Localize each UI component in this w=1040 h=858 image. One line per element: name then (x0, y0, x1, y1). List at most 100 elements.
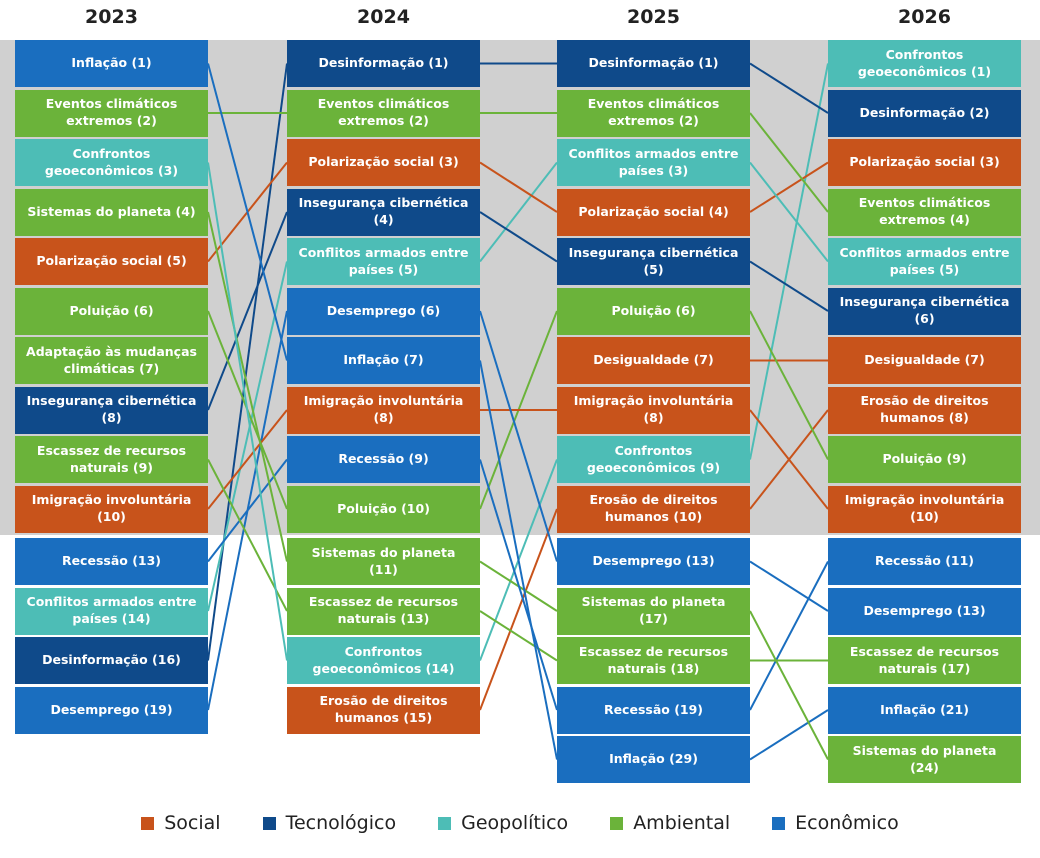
risk-box: Eventos climáticos extremos (2) (557, 89, 750, 137)
risk-box: Desinformação (1) (287, 40, 480, 87)
risk-box: Conflitos armados entre países (5) (828, 238, 1021, 285)
risk-box: Sistemas do planeta (11) (287, 538, 480, 585)
risk-box: Poluição (10) (287, 485, 480, 533)
risk-box: Erosão de direitos humanos (8) (828, 386, 1021, 434)
risk-box: Confrontos geoeconômicos (14) (287, 637, 480, 684)
connector (207, 409, 288, 510)
legend-item: Econômico (772, 812, 899, 834)
risk-box: Insegurança cibernética (8) (15, 386, 208, 434)
connector (207, 261, 288, 612)
risk-box: Poluição (6) (15, 287, 208, 335)
legend-item: Social (141, 812, 221, 834)
risk-box: Adaptação às mudanças climáticas (7) (15, 337, 208, 384)
connector (479, 459, 558, 711)
risk-box: Insegurança cibernética (6) (828, 287, 1021, 335)
connector (749, 62, 829, 114)
risk-box: Recessão (9) (287, 436, 480, 483)
legend-item: Ambiental (610, 812, 730, 834)
connector (749, 560, 829, 612)
risk-box: Desemprego (6) (287, 287, 480, 335)
risk-box: Inflação (7) (287, 337, 480, 384)
year-label: 2026 (898, 6, 951, 28)
risk-box: Conflitos armados entre países (3) (557, 139, 750, 186)
legend-swatch (262, 816, 276, 830)
risk-box: Inflação (21) (828, 686, 1021, 734)
connector (479, 310, 558, 562)
risk-box: Desinformação (1) (557, 40, 750, 87)
legend-swatch (772, 816, 786, 830)
risk-box: Escassez de recursos naturais (9) (15, 436, 208, 483)
risk-box: Polarização social (4) (557, 188, 750, 236)
risk-box: Recessão (13) (15, 538, 208, 585)
connector (749, 161, 829, 263)
risk-box: Erosão de direitos humanos (15) (287, 686, 480, 734)
risk-box: Confrontos geoeconômicos (1) (828, 40, 1021, 87)
risk-box: Polarização social (3) (828, 139, 1021, 186)
risk-box: Inflação (1) (15, 40, 208, 87)
risk-box: Eventos climáticos extremos (2) (15, 89, 208, 137)
risk-box: Desigualdade (7) (828, 337, 1021, 384)
connector (207, 211, 288, 562)
risk-box: Conflitos armados entre países (14) (15, 587, 208, 635)
risk-box: Polarização social (3) (287, 139, 480, 186)
risk-box: Insegurança cibernética (5) (557, 238, 750, 285)
risk-box: Eventos climáticos extremos (4) (828, 188, 1021, 236)
connector (749, 709, 829, 761)
connector (207, 63, 288, 661)
connector (749, 610, 829, 760)
legend-label: Social (164, 812, 221, 834)
connector (479, 161, 558, 263)
risk-box: Sistemas do planeta (4) (15, 188, 208, 236)
connector (479, 161, 558, 213)
risk-box: Desinformação (16) (15, 637, 208, 684)
risk-box: Poluição (6) (557, 287, 750, 335)
legend-item: Geopolítico (438, 812, 568, 834)
connector (207, 63, 288, 361)
connector (749, 561, 829, 711)
risk-box: Desemprego (13) (828, 587, 1021, 635)
risk-box: Sistemas do planeta (24) (828, 736, 1021, 783)
risk-box: Imigração involuntária (10) (15, 485, 208, 533)
risk-box: Escassez de recursos naturais (13) (287, 587, 480, 635)
connector (479, 508, 558, 711)
legend-label: Geopolítico (461, 812, 569, 834)
risk-box: Desigualdade (7) (557, 337, 750, 384)
legend-label: Econômico (795, 812, 899, 834)
risk-box: Confrontos geoeconômicos (3) (15, 139, 208, 186)
risk-box: Erosão de direitos humanos (10) (557, 485, 750, 533)
connector (479, 360, 558, 760)
legend-swatch (610, 816, 624, 830)
legend-item: Tecnológico (262, 812, 397, 834)
risk-box: Conflitos armados entre países (5) (287, 238, 480, 285)
connector (749, 112, 829, 213)
risk-box: Imigração involuntária (10) (828, 485, 1021, 533)
connector (749, 260, 829, 312)
connector (749, 161, 829, 213)
legend-label: Ambiental (633, 812, 731, 834)
risk-box: Imigração involuntária (8) (287, 386, 480, 434)
risk-box: Imigração involuntária (8) (557, 386, 750, 434)
risk-box: Escassez de recursos naturais (17) (828, 637, 1021, 684)
risk-box: Escassez de recursos naturais (18) (557, 637, 750, 684)
risk-box: Inflação (29) (557, 736, 750, 783)
year-label: 2025 (627, 6, 680, 28)
connector (749, 310, 829, 460)
risk-box: Desemprego (13) (557, 538, 750, 585)
year-label: 2023 (85, 6, 138, 28)
connector (207, 162, 288, 661)
risk-box: Poluição (9) (828, 436, 1021, 483)
connector (207, 459, 288, 612)
risk-box: Polarização social (5) (15, 238, 208, 285)
legend-label: Tecnológico (285, 812, 397, 834)
legend: Social Tecnológico Geopolítico Ambiental Eco… (0, 812, 1040, 834)
risk-box: Sistemas do planeta (17) (557, 587, 750, 635)
risk-box: Recessão (11) (828, 538, 1021, 585)
connector (749, 63, 829, 460)
risk-box: Confrontos geoeconômicos (9) (557, 436, 750, 483)
risk-box: Eventos climáticos extremos (2) (287, 89, 480, 137)
connector (749, 409, 829, 510)
connector (207, 211, 288, 411)
legend-swatch (141, 816, 155, 830)
